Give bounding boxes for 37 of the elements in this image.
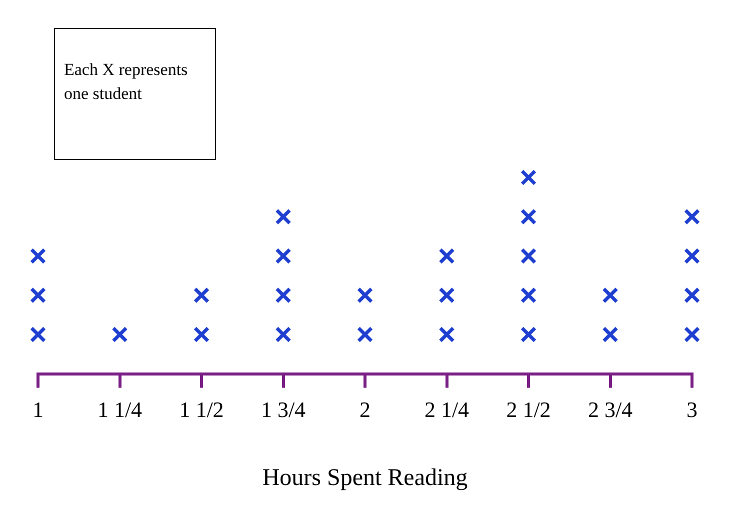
point: [275, 326, 292, 343]
point: [684, 326, 700, 343]
point: [30, 287, 46, 304]
x-tick-label: 2 1/2: [506, 396, 551, 422]
text: Each X represents one student: [64, 59, 189, 105]
point: [30, 248, 46, 264]
point: [684, 287, 700, 304]
point: [112, 326, 128, 343]
x-axis-title: Hours Spent Reading: [262, 464, 468, 491]
point: [602, 287, 618, 304]
point: [438, 287, 455, 304]
x-tick-label: 1 1/2: [179, 396, 224, 422]
point: [520, 208, 537, 225]
point: [30, 326, 46, 343]
point: [684, 248, 700, 264]
x-tick-label: 2 1/4: [424, 396, 470, 422]
x-tick-label: 1 3/4: [260, 396, 306, 422]
point: [520, 287, 537, 304]
point: [684, 208, 700, 225]
x-tick-label: 2: [360, 396, 370, 422]
point: [438, 248, 455, 264]
point: [438, 326, 455, 343]
point: [275, 208, 292, 225]
point: [356, 287, 374, 304]
x-tick-label: 1: [32, 396, 44, 422]
point: [275, 287, 292, 304]
point: [520, 326, 537, 343]
point: [520, 169, 537, 186]
x-tick-label: 2 3/4: [588, 396, 633, 422]
point: [193, 326, 210, 343]
point: [520, 248, 537, 264]
point: [602, 326, 618, 343]
point: [275, 248, 292, 264]
point: [193, 287, 210, 304]
x-tick-label: 3: [686, 396, 698, 422]
x-tick-label: 1 1/4: [97, 396, 142, 422]
point: [356, 326, 374, 343]
